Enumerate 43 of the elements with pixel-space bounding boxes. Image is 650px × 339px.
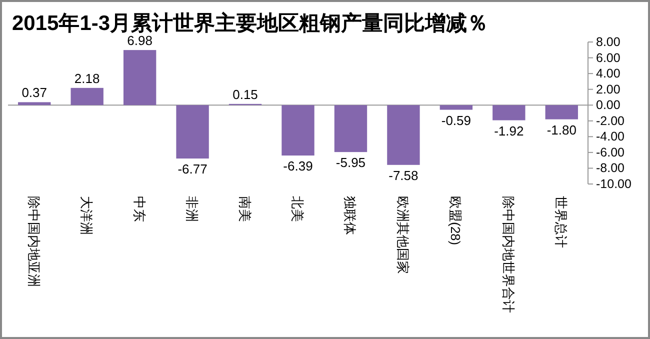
data-label: 0.37 <box>22 85 48 100</box>
x-tick-label: 南美 <box>237 196 252 222</box>
y-tick-label: 6.00 <box>596 50 620 65</box>
data-label: -5.95 <box>336 155 366 170</box>
data-label: -1.92 <box>494 123 524 138</box>
y-tick-label: -8.00 <box>596 161 625 176</box>
y-tick-label: -4.00 <box>596 130 625 144</box>
x-tick-label: 中东 <box>132 196 147 222</box>
x-tick-label: 北美 <box>290 196 305 222</box>
data-label: 0.15 <box>232 86 258 102</box>
bar <box>282 105 314 156</box>
x-tick-label: 非洲 <box>184 196 200 222</box>
bar <box>545 105 578 120</box>
data-label: -0.59 <box>441 112 471 128</box>
y-tick-label: 0.00 <box>596 98 620 112</box>
data-label: -6.77 <box>178 162 208 177</box>
bar <box>492 105 526 120</box>
bar <box>123 50 156 106</box>
x-tick-label: 世界总计 <box>554 196 569 248</box>
bar <box>387 105 420 165</box>
data-label: 6.98 <box>127 33 152 48</box>
data-label: -7.58 <box>388 168 418 183</box>
y-tick-label: 8.00 <box>596 35 620 49</box>
chart-title: 2015年1-3月累计世界主要地区粗钢产量同比增减％ <box>12 11 488 35</box>
bar <box>18 102 51 106</box>
x-tick-label: 大洋洲 <box>79 196 94 235</box>
x-tick-label: 欧洲其他国家 <box>395 196 410 274</box>
data-label: -6.39 <box>283 158 313 174</box>
y-tick-label: -6.00 <box>596 145 625 160</box>
x-tick-label: 欧盟(28) <box>448 196 464 246</box>
x-tick-label: 独联体 <box>342 196 358 235</box>
y-tick-label: -2.00 <box>596 114 625 128</box>
bar <box>334 105 368 152</box>
x-tick-label: 除中国内地世界合计 <box>500 196 516 313</box>
y-tick-label: 2.00 <box>596 82 620 96</box>
data-label: -1.80 <box>546 122 576 138</box>
y-tick-label: -10.00 <box>596 177 632 191</box>
data-label: 2.18 <box>74 70 100 86</box>
bar <box>440 105 473 110</box>
bar <box>70 88 104 106</box>
bar <box>176 105 209 159</box>
x-tick-label: 除中国内地亚洲 <box>26 196 42 287</box>
y-tick-label: 4.00 <box>596 66 620 81</box>
